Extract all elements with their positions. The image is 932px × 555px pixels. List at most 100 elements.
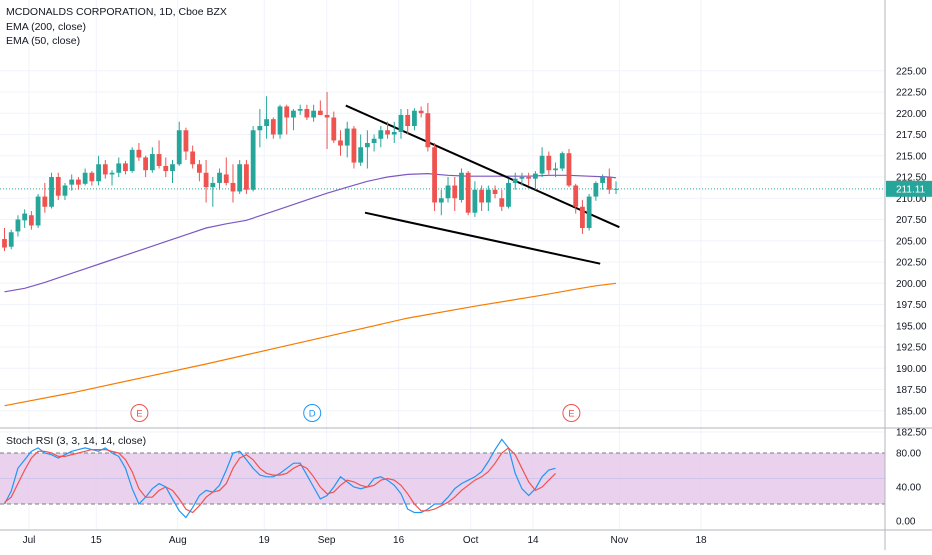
candle-body xyxy=(546,155,552,171)
candle-body xyxy=(378,130,384,139)
candle xyxy=(136,143,142,161)
candle-body xyxy=(28,215,34,226)
candle-body xyxy=(452,185,458,199)
candle xyxy=(324,92,330,149)
candle-body xyxy=(593,182,599,197)
candle-body xyxy=(573,185,579,207)
candle xyxy=(96,155,101,186)
candle-body xyxy=(35,196,41,226)
candle xyxy=(297,104,303,115)
candle-body xyxy=(257,126,263,131)
ema200-line xyxy=(4,282,617,407)
trendline-layer xyxy=(345,104,620,265)
candle xyxy=(371,134,377,152)
candle xyxy=(55,172,61,200)
x-tick-label: Aug xyxy=(169,535,187,546)
candle xyxy=(217,168,222,190)
y-tick-label: 225.00 xyxy=(896,66,927,77)
upper-trendline[interactable] xyxy=(345,104,620,229)
y-tick-label: 182.50 xyxy=(896,428,927,439)
candle xyxy=(183,127,189,160)
candle-body xyxy=(600,177,605,183)
candle-body xyxy=(22,213,28,221)
candle xyxy=(129,147,135,173)
candle-body xyxy=(358,147,364,163)
candle-body xyxy=(2,239,7,248)
candle xyxy=(257,109,263,148)
event-marker-d[interactable]: D xyxy=(303,404,322,422)
x-tick-label: 14 xyxy=(527,535,539,546)
candle-body xyxy=(123,163,128,172)
event-marker-label: E xyxy=(568,409,574,420)
event-marker-e[interactable]: E xyxy=(562,404,581,422)
candle xyxy=(62,182,68,200)
candle-body xyxy=(203,172,209,188)
candle xyxy=(378,126,384,148)
y-tick-label: 200.00 xyxy=(896,279,927,290)
rsi-line-layer xyxy=(3,438,556,519)
event-marker-e[interactable]: E xyxy=(130,404,149,422)
candle xyxy=(613,181,619,194)
candle xyxy=(250,126,256,192)
candle xyxy=(452,177,458,211)
candle xyxy=(364,130,370,169)
candle xyxy=(82,168,88,186)
candle-body xyxy=(15,219,21,232)
candle-body xyxy=(297,109,303,111)
candle xyxy=(76,177,81,190)
candle xyxy=(351,126,357,169)
candle xyxy=(512,172,518,190)
lower-trendline[interactable] xyxy=(364,211,601,265)
candle-body xyxy=(284,106,290,118)
y-tick-label: 187.50 xyxy=(896,385,927,396)
event-marker-circle xyxy=(303,404,322,422)
candle-body xyxy=(291,110,296,118)
y-tick-label: 215.00 xyxy=(896,151,927,162)
candle-body xyxy=(270,119,276,135)
stoch-d-line xyxy=(4,447,556,514)
candle xyxy=(606,168,612,194)
candle xyxy=(311,104,317,122)
last-price-label: 211.11 xyxy=(896,184,926,195)
candle xyxy=(546,151,552,175)
candle xyxy=(539,147,545,177)
candle xyxy=(35,194,41,228)
candle xyxy=(432,143,437,211)
rsi-y-tick-label: 0.00 xyxy=(896,517,916,528)
candle-body xyxy=(277,106,283,135)
candle-body xyxy=(69,179,75,185)
candle xyxy=(176,121,182,166)
candle xyxy=(418,106,424,118)
candle-body xyxy=(223,174,229,183)
candle xyxy=(459,168,464,203)
candle xyxy=(344,121,350,158)
rsi-y-tick-label: 80.00 xyxy=(896,449,921,460)
x-tick-label: 19 xyxy=(259,535,271,546)
candle xyxy=(391,121,397,143)
candle xyxy=(479,185,485,211)
event-marker-label: E xyxy=(136,409,142,420)
candle-body xyxy=(42,196,48,207)
x-tick-label: Sep xyxy=(318,535,336,546)
candle-body xyxy=(170,164,175,172)
y-tick-label: 197.50 xyxy=(896,300,927,311)
candle-body xyxy=(49,177,54,207)
candle xyxy=(237,160,243,194)
candle xyxy=(586,194,592,231)
candle-body xyxy=(391,131,397,135)
candle xyxy=(566,148,572,188)
ema50-line xyxy=(4,172,617,293)
candle-body xyxy=(210,182,216,188)
candle xyxy=(499,189,505,211)
candle xyxy=(506,178,511,209)
x-tick-label: 18 xyxy=(695,535,707,546)
candle-body xyxy=(338,140,343,146)
candle-body xyxy=(526,177,532,179)
candle-body xyxy=(559,153,565,169)
candle xyxy=(532,171,538,190)
event-marker-circle xyxy=(130,404,149,422)
candle xyxy=(573,183,579,214)
candle-body xyxy=(532,173,538,179)
